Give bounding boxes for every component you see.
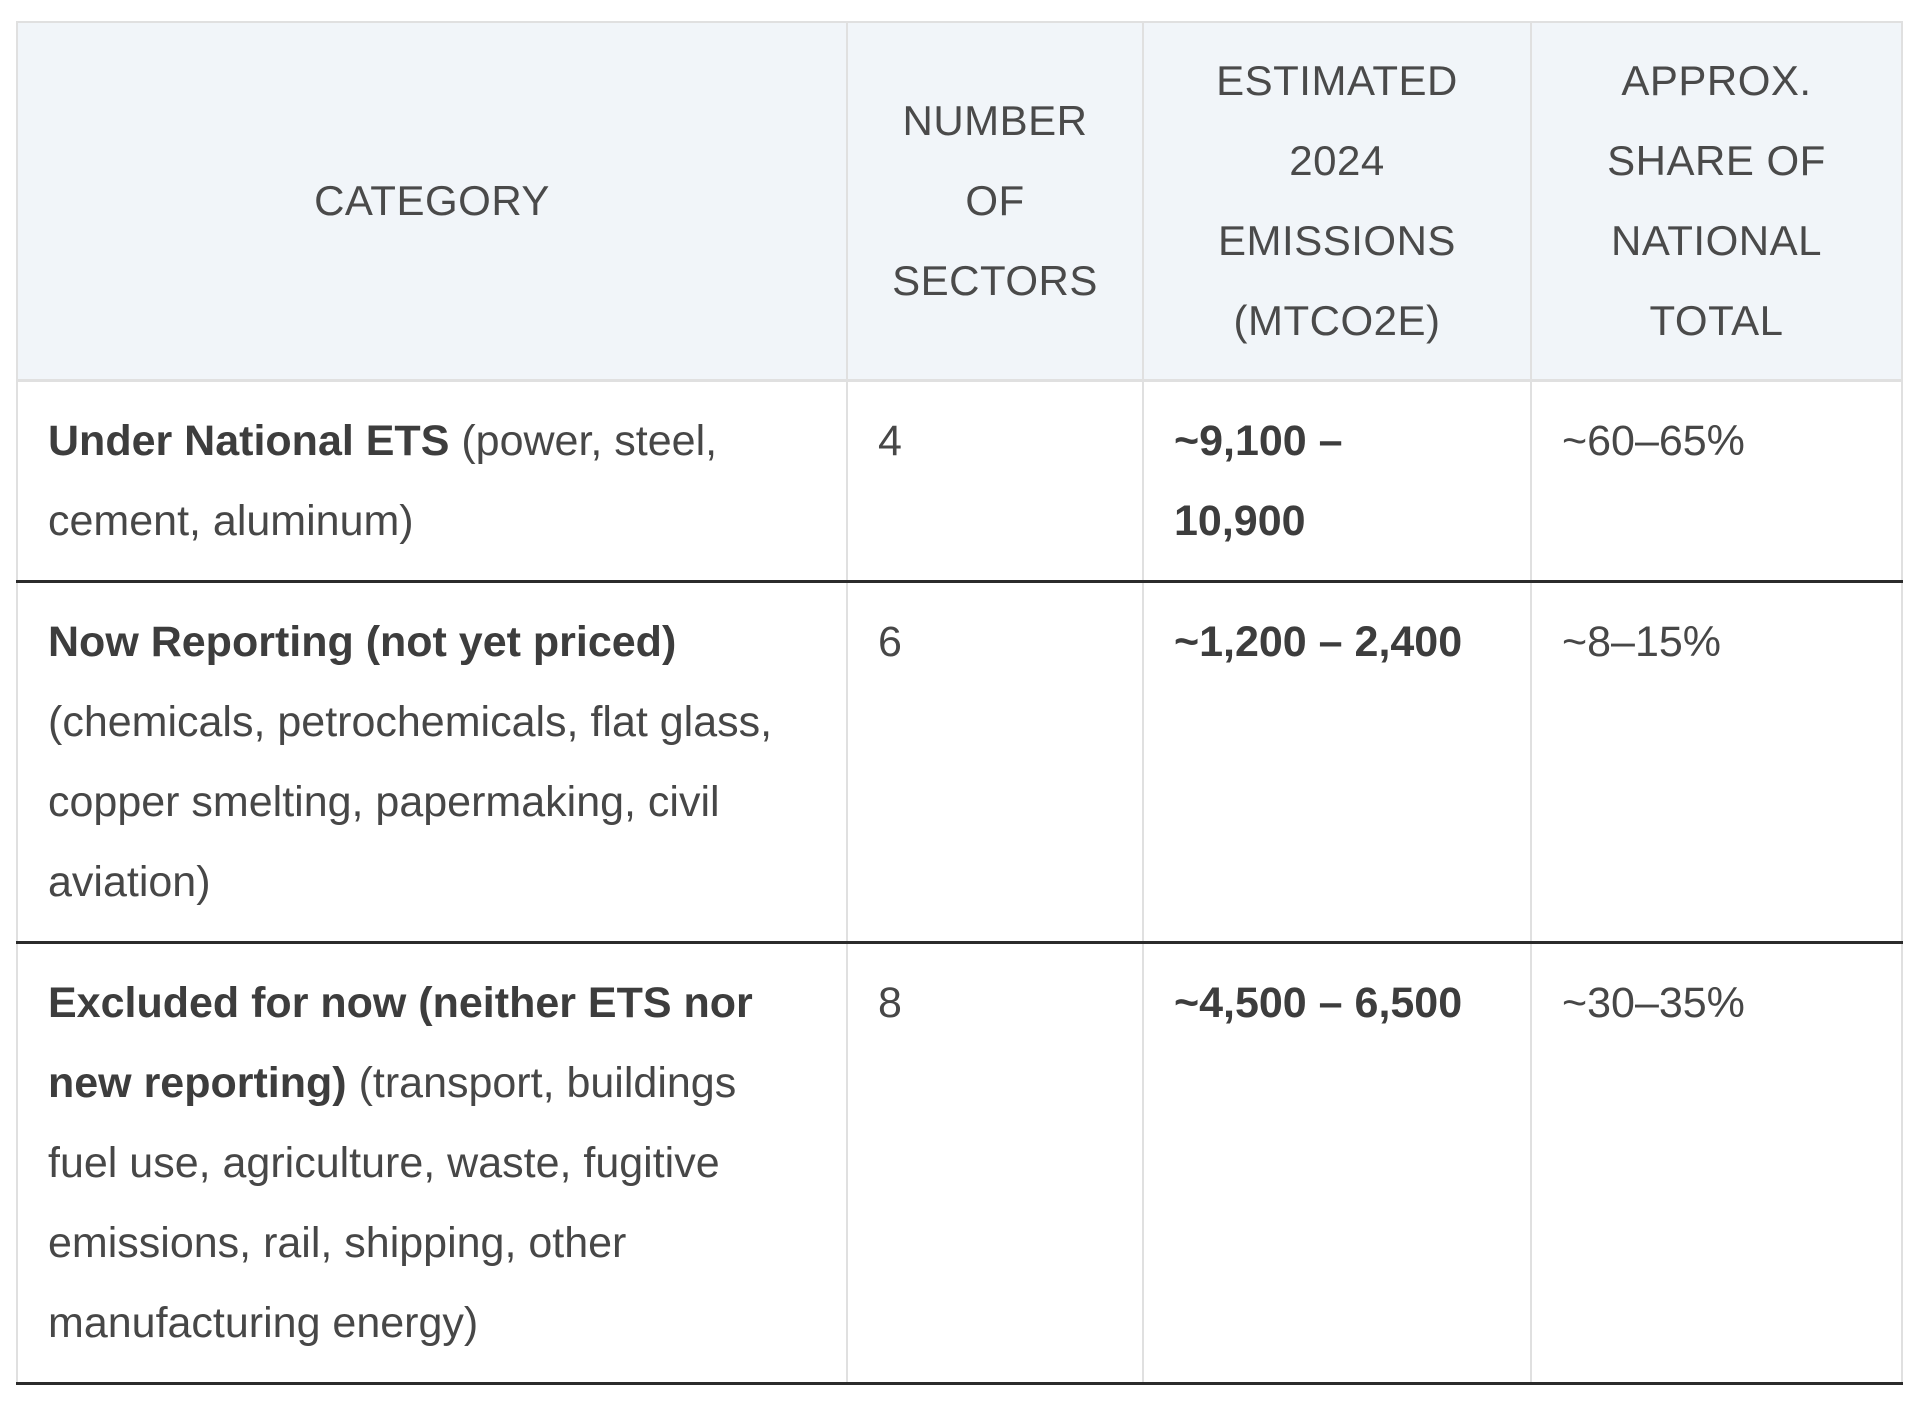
cell-category: Under National ETS (power, steel, cement… [16,379,848,583]
header-row: CATEGORY NUMBER OF SECTORS ESTIMATED 202… [16,21,1903,382]
category-detail: (chemicals, petrochemicals, flat glass, … [48,698,773,906]
category-title: Excluded for now (neither ETS nor new re… [48,979,753,1107]
cell-share-of-total: ~30–35% [1530,941,1903,1385]
cell-estimated-emissions: ~4,500 – 6,500 [1142,941,1532,1385]
cell-share-of-total: ~8–15% [1530,580,1903,944]
table-row: Under National ETS (power, steel, cement… [16,379,1903,583]
category-title: Under National ETS [48,417,450,465]
column-header-number-of-sectors: NUMBER OF SECTORS [846,21,1144,382]
column-header-share-of-total: APPROX. SHARE OF NATIONAL TOTAL [1530,21,1903,382]
table-header: CATEGORY NUMBER OF SECTORS ESTIMATED 202… [16,21,1903,382]
emissions-category-table: CATEGORY NUMBER OF SECTORS ESTIMATED 202… [16,21,1903,1385]
column-header-category: CATEGORY [16,21,848,382]
category-title: Now Reporting (not yet priced) [48,618,677,666]
cell-number-of-sectors: 8 [846,941,1144,1385]
cell-number-of-sectors: 6 [846,580,1144,944]
category-detail: (power, steel, cement, aluminum) [48,417,718,545]
cell-estimated-emissions: ~1,200 – 2,400 [1142,580,1532,944]
cell-category: Excluded for now (neither ETS nor new re… [16,941,848,1385]
table-body: Under National ETS (power, steel, cement… [16,379,1903,1385]
cell-share-of-total: ~60–65% [1530,379,1903,583]
column-header-estimated-emissions: ESTIMATED 2024 EMISSIONS (MTCO2E) [1142,21,1532,382]
table-row: Now Reporting (not yet priced) (chemical… [16,580,1903,944]
cell-estimated-emissions: ~9,100 –10,900 [1142,379,1532,583]
category-detail: (transport, buildings fuel use, agricult… [48,1059,737,1347]
table-row: Excluded for now (neither ETS nor new re… [16,941,1903,1385]
cell-category: Now Reporting (not yet priced) (chemical… [16,580,848,944]
cell-number-of-sectors: 4 [846,379,1144,583]
